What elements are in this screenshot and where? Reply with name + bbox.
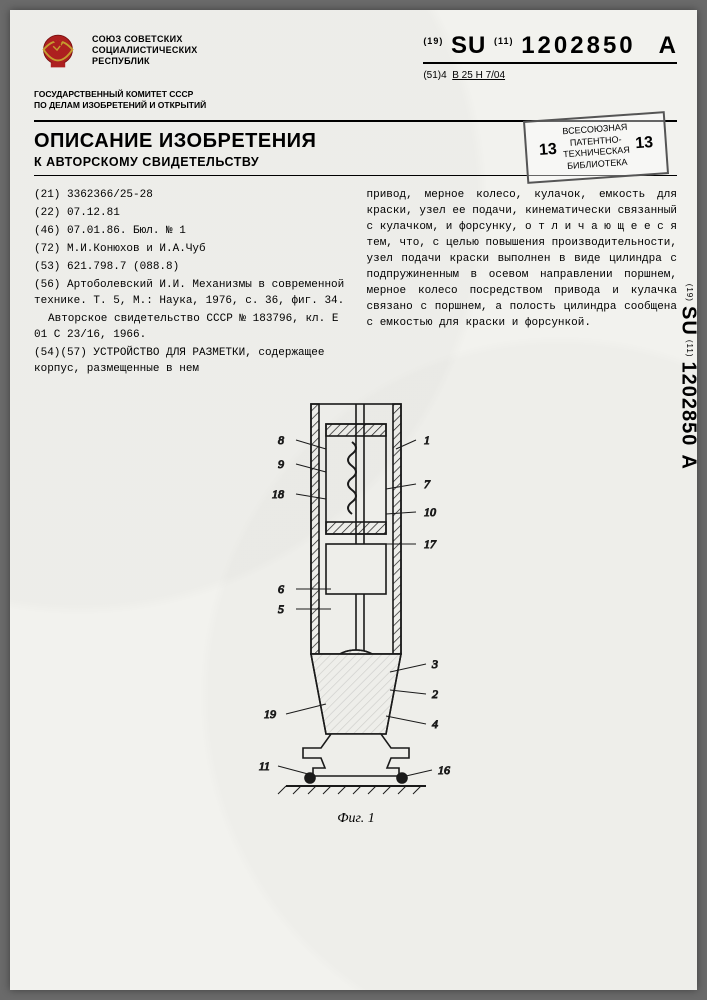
left-column: (21) 3362366/25-28 (22) 07.12.81 (46) 07… bbox=[34, 188, 345, 379]
field-46: (46) 07.01.86. Бюл. № 1 bbox=[34, 224, 345, 240]
header-row: СОЮЗ СОВЕТСКИХ СОЦИАЛИСТИЧЕСКИХ РЕСПУБЛИ… bbox=[34, 28, 677, 81]
fig-label: 11 bbox=[258, 759, 269, 773]
fig-label: 3 bbox=[431, 657, 438, 671]
doc-number: 1202850 bbox=[521, 32, 635, 59]
patent-page: СОЮЗ СОВЕТСКИХ СОЦИАЛИСТИЧЕСКИХ РЕСПУБЛИ… bbox=[10, 10, 697, 990]
fig-label: 5 bbox=[278, 602, 284, 616]
country-code: SU bbox=[451, 32, 486, 59]
side-number: 1202850 bbox=[677, 362, 699, 447]
field-53: (53) 621.798.7 (088.8) bbox=[34, 260, 345, 276]
ipc-prefix: (51)4 bbox=[423, 70, 446, 81]
side-publication-code: (19) SU (11) 1202850 A bbox=[676, 284, 699, 470]
fig-label: 17 bbox=[424, 537, 437, 551]
stamp-number: 13 bbox=[634, 133, 653, 155]
fig-label: 19 bbox=[264, 707, 276, 721]
fig-label: 10 bbox=[424, 505, 436, 519]
figure-area: 8 9 18 6 5 19 11 1 7 10 17 3 2 4 16 Фиг.… bbox=[34, 394, 677, 834]
stamp-number: 13 bbox=[538, 140, 557, 162]
field-72: (72) М.И.Конюхов и И.А.Чуб bbox=[34, 242, 345, 258]
side-11: (11) bbox=[685, 340, 694, 358]
fig-label: 6 bbox=[278, 582, 284, 596]
field-54: (54)(57) УСТРОЙСТВО ДЛЯ РАЗМЕТКИ, содерж… bbox=[34, 346, 345, 378]
title-block: ОПИСАНИЕ ИЗОБРЕТЕНИЯ К АВТОРСКОМУ СВИДЕТ… bbox=[34, 120, 677, 176]
side-suffix: A bbox=[677, 455, 699, 470]
ipc-value: B 25 H 7/04 bbox=[452, 70, 505, 81]
fig-label: 7 bbox=[424, 477, 431, 491]
fig-label: 9 bbox=[278, 457, 284, 471]
abstract-text: привод, мерное колесо, кулачок, емкость … bbox=[367, 188, 678, 331]
field-21: (21) 3362366/25-28 bbox=[34, 188, 345, 204]
publication-number: (19) SU (11) 1202850 A bbox=[423, 32, 677, 64]
side-cc: SU bbox=[677, 306, 699, 336]
fig-label: 2 bbox=[432, 687, 438, 701]
union-name: СОЮЗ СОВЕТСКИХ СОЦИАЛИСТИЧЕСКИХ РЕСПУБЛИ… bbox=[92, 34, 413, 66]
side-19: (19) bbox=[685, 284, 694, 302]
fig-label: 8 bbox=[278, 433, 284, 447]
publication-codes: (19) SU (11) 1202850 A (51)4 B 25 H 7/04 bbox=[423, 28, 677, 81]
ussr-emblem-icon bbox=[34, 28, 82, 76]
code-19: (19) bbox=[423, 36, 443, 46]
field-56b: Авторское свидетельство СССР № 183796, к… bbox=[34, 312, 345, 344]
fig-label: 1 bbox=[424, 433, 430, 447]
figure-1-drawing: 8 9 18 6 5 19 11 1 7 10 17 3 2 4 16 Фиг.… bbox=[226, 394, 486, 834]
right-column: привод, мерное колесо, кулачок, емкость … bbox=[367, 188, 678, 379]
body-columns: (21) 3362366/25-28 (22) 07.12.81 (46) 07… bbox=[34, 188, 677, 379]
fig-label: 16 bbox=[438, 763, 450, 777]
ipc-code: (51)4 B 25 H 7/04 bbox=[423, 70, 677, 81]
code-11: (11) bbox=[494, 36, 514, 46]
kind-code: A bbox=[659, 32, 677, 59]
field-22: (22) 07.12.81 bbox=[34, 206, 345, 222]
field-56: (56) Артоболевский И.И. Механизмы в совр… bbox=[34, 278, 345, 310]
fig-label: 4 bbox=[432, 717, 438, 731]
library-stamp: ВСЕСОЮЗНАЯ 13 ПАТЕНТНО- ТЕХНИЧЕСКАЯ 13 Б… bbox=[523, 111, 669, 184]
committee-name: ГОСУДАРСТВЕННЫЙ КОМИТЕТ СССР ПО ДЕЛАМ ИЗ… bbox=[34, 89, 677, 110]
fig-label: 18 bbox=[272, 487, 284, 501]
figure-caption: Фиг. 1 bbox=[337, 811, 375, 826]
